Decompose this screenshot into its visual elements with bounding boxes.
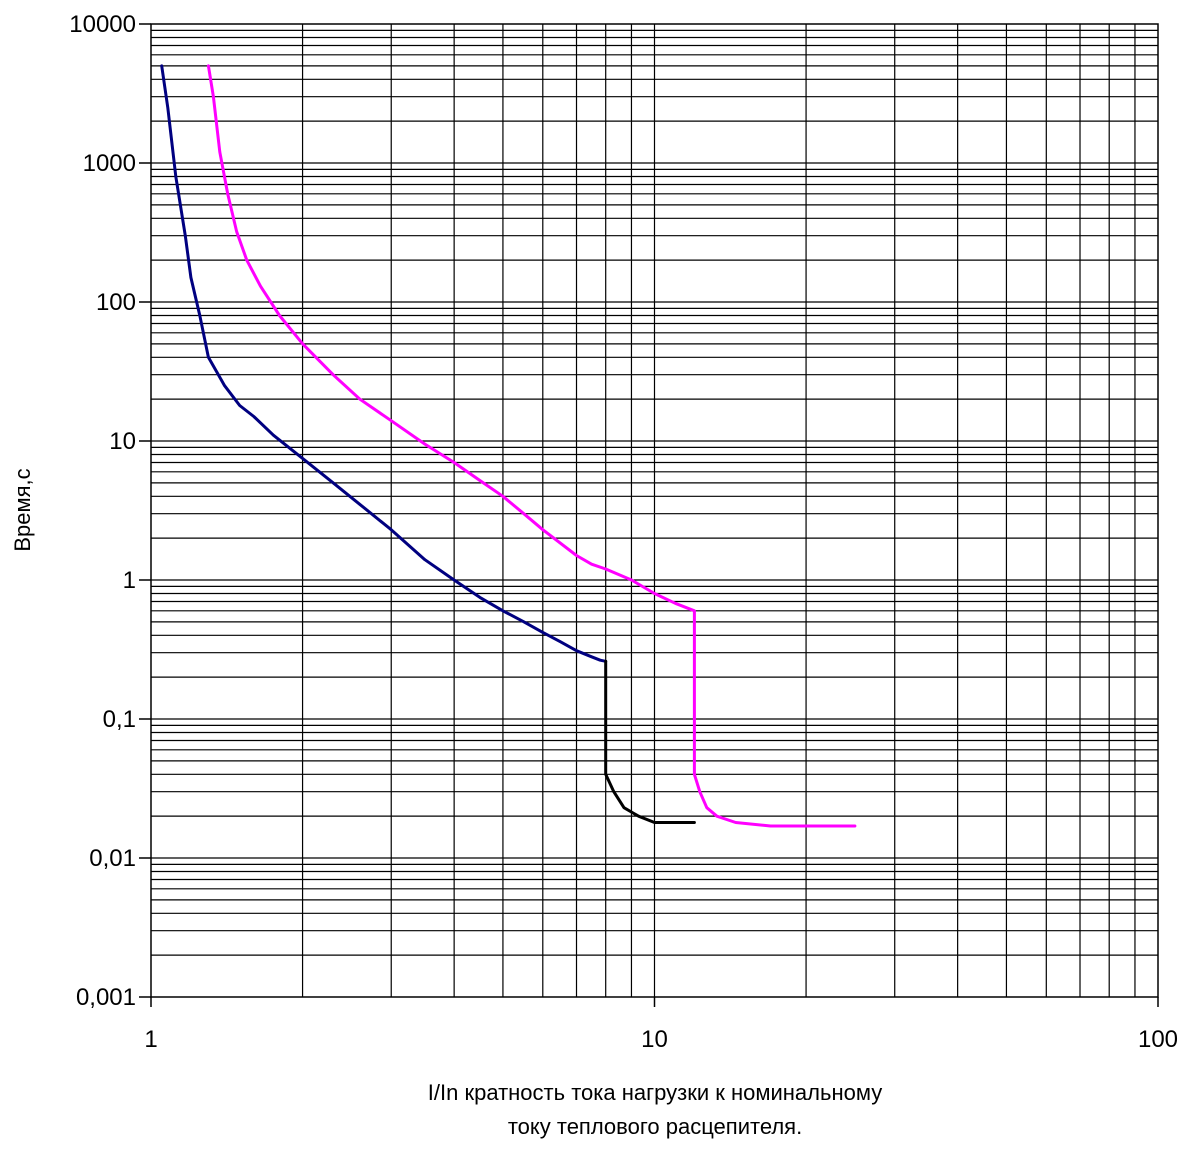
grid bbox=[151, 24, 1158, 997]
y-tick-label: 0,01 bbox=[89, 845, 136, 872]
y-tick-label: 1000 bbox=[83, 150, 136, 177]
y-tick-label: 10000 bbox=[69, 11, 136, 38]
x-tick-label: 10 bbox=[641, 1026, 668, 1053]
series-group bbox=[160, 64, 857, 828]
y-tick-label: 0,001 bbox=[76, 984, 136, 1011]
y-tick-label: 0,1 bbox=[103, 706, 136, 733]
y-axis-title: Время,с bbox=[10, 468, 35, 551]
series-line-3 bbox=[206, 64, 857, 828]
y-tick-label: 100 bbox=[96, 289, 136, 316]
series-line-2 bbox=[604, 659, 696, 824]
x-axis-title-line-1: I/In кратность тока нагрузки к номинальн… bbox=[428, 1080, 882, 1105]
y-tick-label: 10 bbox=[109, 428, 136, 455]
x-tick-label: 1 bbox=[144, 1026, 157, 1053]
y-tick-label: 1 bbox=[123, 567, 136, 594]
series-line-1 bbox=[160, 64, 608, 663]
x-tick-label: 100 bbox=[1138, 1026, 1178, 1053]
x-axis-title-line-2: току теплового расцепителя. bbox=[508, 1114, 802, 1139]
tick-labels: 0,001 0,01 0,1 1 10 100 1000 10000 1 10 100 bbox=[69, 11, 1178, 1053]
